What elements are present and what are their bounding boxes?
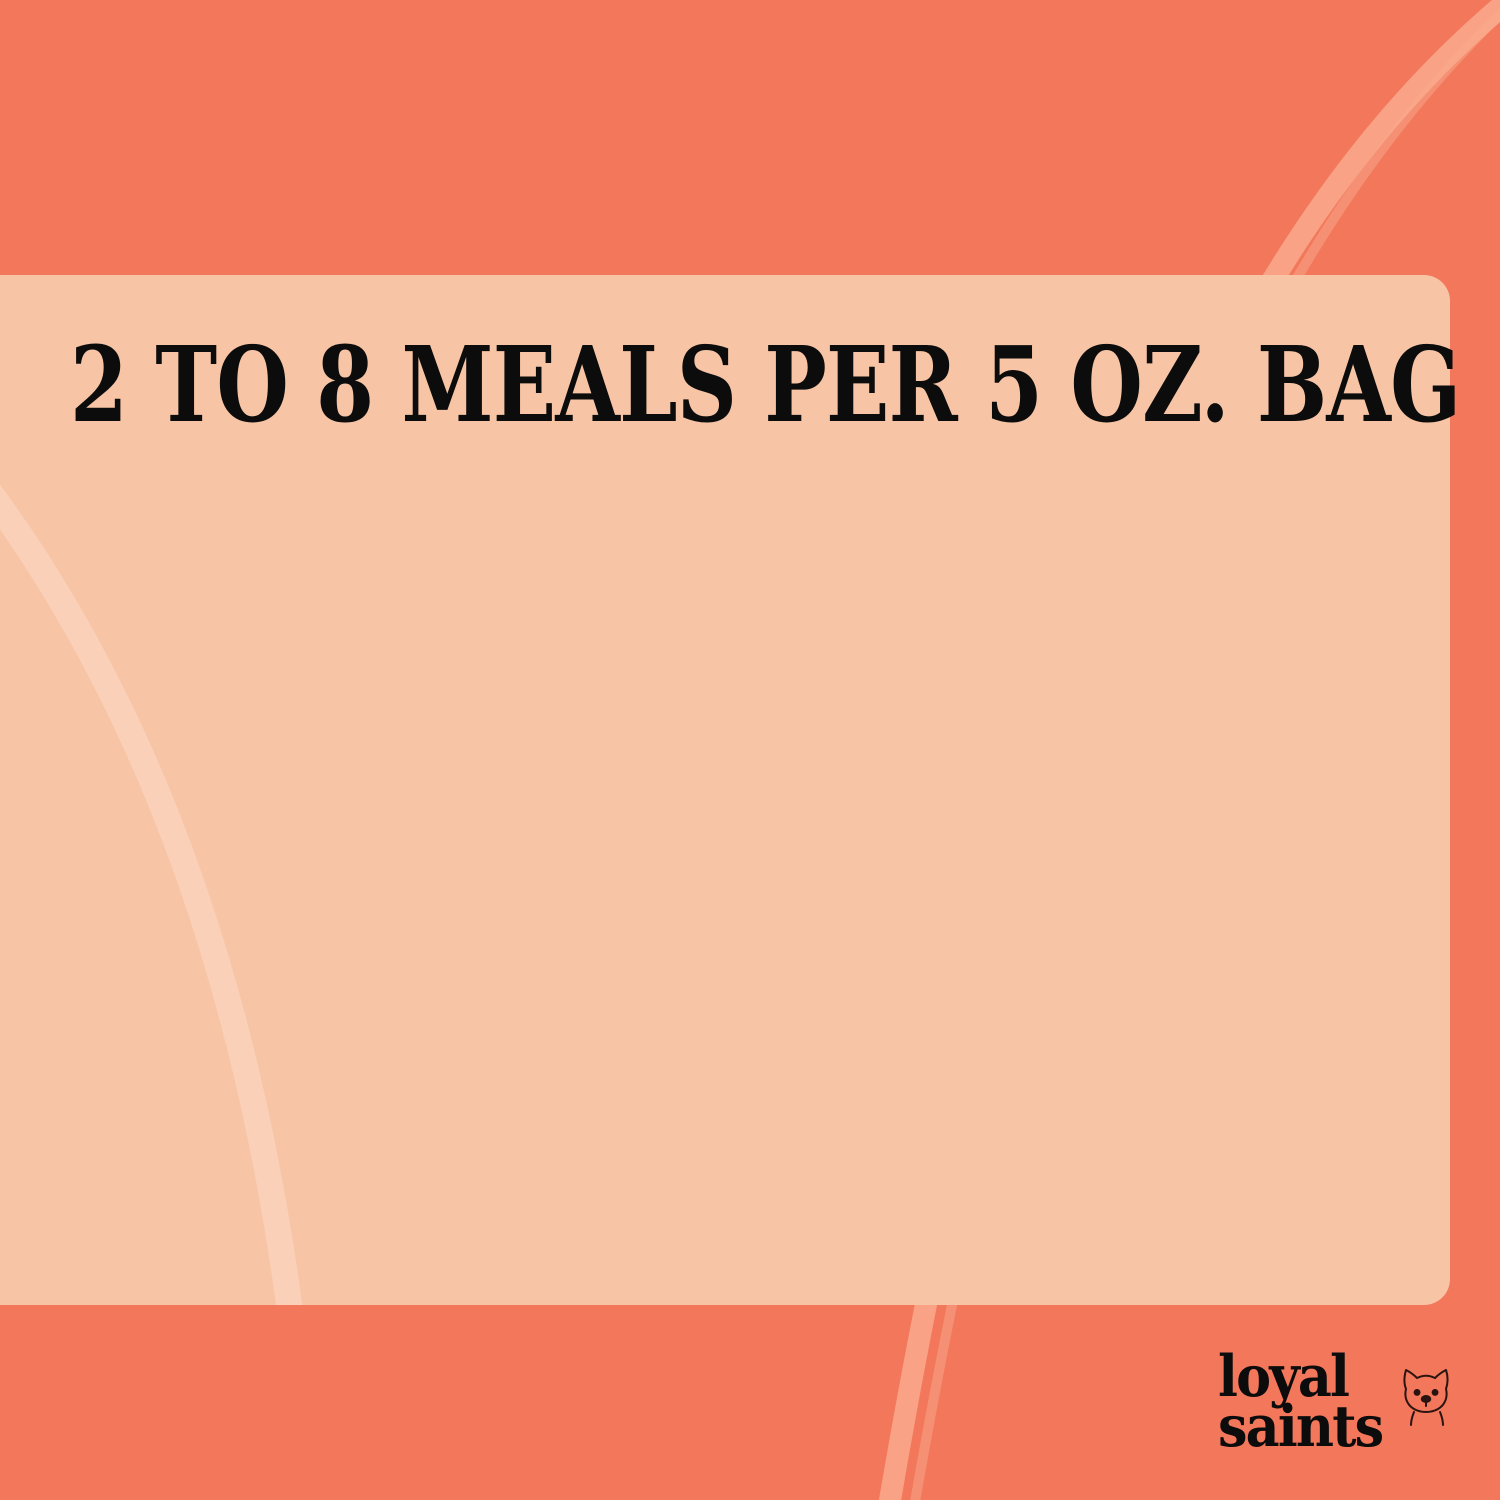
- page-title: 2 TO 8 MEALS PER 5 OZ. BAG: [70, 323, 1461, 446]
- main-panel: 2 TO 8 MEALS PER 5 OZ. BAG: [0, 275, 1461, 1305]
- logo-wordmark-line2: saints: [1218, 1393, 1384, 1461]
- logo-wordmark-line1: loyal: [1218, 1343, 1350, 1410]
- dog-face-icon: [1403, 1369, 1449, 1426]
- brand-logo[interactable]: loyal saints: [1218, 1343, 1458, 1470]
